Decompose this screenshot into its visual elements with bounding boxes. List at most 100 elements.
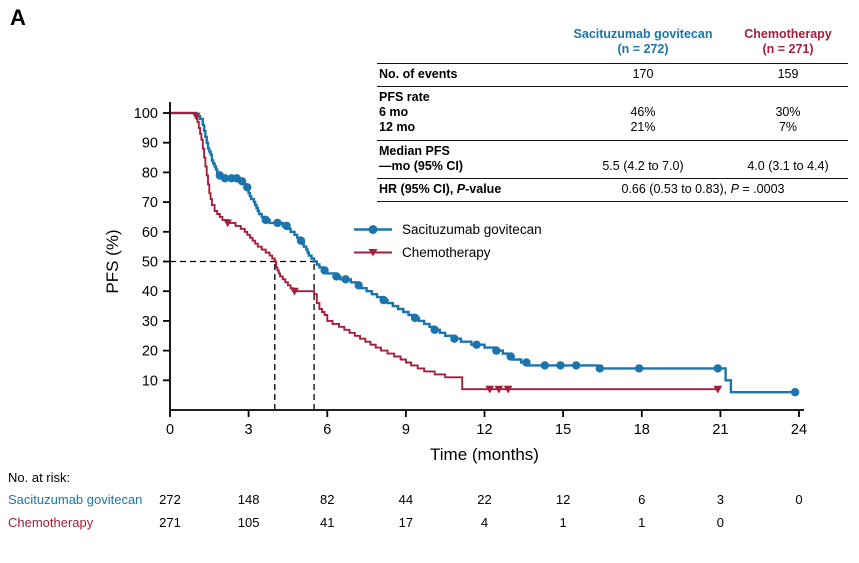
censor-circle-marker — [332, 272, 341, 281]
events-label: No. of events — [379, 66, 458, 81]
risk-count: 1 — [638, 515, 646, 530]
risk-count: 82 — [320, 492, 335, 507]
row-hazard-ratio: HR (95% CI), P-value 0.66 (0.53 to 0.83)… — [377, 179, 848, 203]
censor-triangle-marker — [503, 385, 513, 394]
svg-text:60: 60 — [142, 225, 158, 241]
svg-text:21: 21 — [712, 422, 728, 438]
median-guide-lines — [170, 260, 315, 410]
risk-count: 22 — [477, 492, 492, 507]
censor-circle-marker — [634, 364, 644, 373]
stats-header-chemotherapy: Chemotherapy (n = 271) — [728, 27, 848, 58]
tick-labels: 10 20 30 40 50 60 70 80 90 100 0 3 6 9 12 15 18 21 24 — [134, 106, 807, 438]
svg-text:24: 24 — [791, 422, 807, 438]
censor-circle-marker — [354, 281, 363, 290]
legend-item-sacituzumab: Sacituzumab govitecan — [352, 218, 542, 241]
risk-table-title: No. at risk: — [8, 470, 71, 485]
censor-circle-marker — [379, 295, 388, 305]
row-pfs-rate-block: PFS rate 6 mo 46% 30% 12 mo 21% 7% — [377, 87, 848, 141]
row-12mo: 12 mo 21% 7% — [377, 120, 848, 135]
svg-text:80: 80 — [142, 165, 158, 181]
svg-text:10: 10 — [142, 373, 158, 389]
censor-circle-marker — [320, 266, 329, 275]
risk-count: 6 — [638, 492, 646, 507]
series-chemo — [170, 112, 723, 394]
svg-text:40: 40 — [142, 284, 158, 300]
rate-6mo-sg-value: 46% — [630, 105, 656, 119]
censor-circle-marker — [282, 221, 291, 231]
row-median-pfs: Median PFS —mo (95% CI) 5.5 (4.2 to 7.0)… — [377, 141, 848, 179]
rate-12mo-label: 12 mo — [379, 120, 416, 135]
svg-text:20: 20 — [142, 344, 158, 360]
stats-table-header: Sacituzumab govitecan (n = 272) Chemothe… — [377, 27, 848, 64]
hr-value: 0.66 (0.53 to 0.83), P = .0003 — [558, 182, 848, 197]
risk-count: 0 — [795, 492, 803, 507]
svg-text:0: 0 — [166, 422, 174, 438]
svg-text:15: 15 — [555, 422, 571, 438]
row-no-of-events: No. of events 170 159 — [377, 64, 848, 87]
svg-text:70: 70 — [142, 195, 158, 211]
censor-circle-marker — [572, 361, 581, 370]
median-label-line1: Median PFS — [379, 143, 450, 158]
censor-circle-marker — [492, 346, 501, 355]
risk-row-sacituzumab: Sacituzumab govitecan 272 148 82 44 22 12 6 3 0 — [0, 492, 859, 508]
censor-circle-marker — [595, 364, 604, 373]
hr-value-suffix: = .0003 — [738, 182, 785, 196]
censor-circle-marker — [410, 313, 420, 323]
censor-circle-marker — [243, 183, 252, 192]
events-chemo-value: 159 — [777, 66, 799, 81]
censor-circle-marker — [261, 215, 270, 225]
series-sg — [170, 111, 800, 397]
censor-triangle-marker — [494, 385, 504, 394]
risk-count: 4 — [480, 515, 489, 530]
risk-count: 272 — [159, 492, 181, 507]
empty-cell — [728, 90, 848, 105]
risk-label-chemotherapy: Chemotherapy — [8, 515, 94, 530]
stats-header-chemo-name: Chemotherapy — [744, 27, 832, 41]
svg-text:50: 50 — [142, 255, 158, 271]
rate-12mo-sg-value: 21% — [630, 120, 656, 135]
censor-circle-marker — [220, 174, 230, 183]
censor-circle-marker — [790, 388, 800, 397]
risk-label-sacituzumab: Sacituzumab govitecan — [8, 492, 143, 507]
median-chemo-value: 4.0 (3.1 to 4.4) — [747, 158, 829, 173]
hr-label-prefix: HR (95% CI), — [379, 182, 457, 196]
panel-label: A — [10, 5, 26, 30]
rate-12mo-chemo-value: 7% — [778, 120, 798, 135]
svg-text:90: 90 — [142, 136, 158, 152]
censor-circle-marker — [237, 177, 247, 186]
censor-circle-marker — [296, 236, 306, 245]
censor-circle-marker — [540, 361, 549, 370]
y-axis-title: PFS (%) — [103, 229, 122, 293]
row-pfs-rate-header: PFS rate — [377, 90, 848, 105]
svg-text:100: 100 — [134, 106, 158, 122]
risk-count: 148 — [237, 492, 260, 507]
row-6mo: 6 mo 46% 30% — [377, 105, 848, 120]
censor-circle-marker — [556, 361, 565, 370]
risk-count: 17 — [398, 515, 414, 530]
legend: Sacituzumab govitecan Chemotherapy — [352, 218, 542, 264]
rate-6mo-chemo-value: 30% — [775, 105, 801, 119]
censor-circle-marker — [506, 352, 515, 361]
risk-count: 41 — [320, 515, 335, 530]
stats-header-sg-n: (n = 272) — [617, 42, 669, 57]
x-axis-title: Time (months) — [430, 445, 539, 464]
pfs-rate-label: PFS rate — [379, 89, 430, 104]
censor-triangle-marker — [713, 385, 723, 394]
risk-count: 3 — [716, 492, 724, 507]
hr-value-prefix: 0.66 (0.53 to 0.83), — [621, 182, 731, 196]
stats-table: Sacituzumab govitecan (n = 272) Chemothe… — [377, 27, 848, 203]
svg-text:6: 6 — [323, 422, 331, 438]
censor-circle-marker — [341, 275, 350, 284]
censor-circle-marker — [430, 325, 439, 334]
svg-text:12: 12 — [476, 422, 492, 438]
events-sg-value: 170 — [632, 66, 654, 81]
hr-label-p: P — [456, 182, 466, 196]
censor-triangle-marker — [485, 385, 494, 394]
svg-text:3: 3 — [245, 422, 253, 438]
censor-circle-marker — [713, 364, 722, 373]
risk-count: 105 — [237, 515, 260, 530]
risk-count: 44 — [398, 492, 414, 507]
stats-header-sg-name: Sacituzumab govitecan — [573, 27, 713, 41]
censor-circle-marker — [273, 218, 282, 228]
